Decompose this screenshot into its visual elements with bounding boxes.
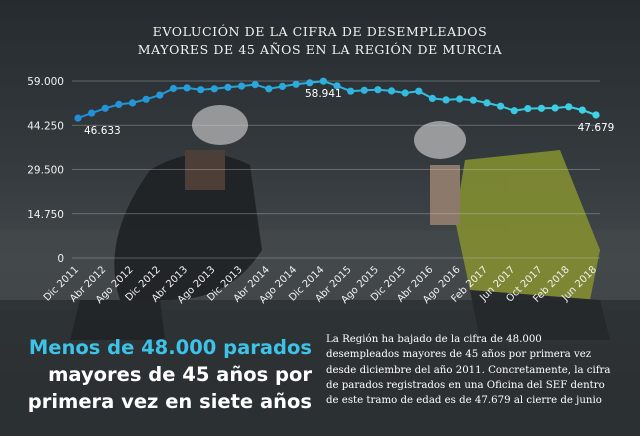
data-point: [278, 82, 287, 90]
data-point: [197, 86, 205, 94]
data-point: [469, 96, 477, 104]
data-point: [524, 105, 532, 113]
body-line: de parados registrados en una Oficina de…: [326, 379, 605, 391]
worker-right-figure: [414, 121, 610, 340]
data-point: [169, 84, 178, 93]
data-point: [387, 87, 396, 95]
data-point: [101, 104, 109, 112]
data-point: [142, 95, 150, 103]
data-point: [592, 111, 600, 119]
y-axis-tick-labels: 0 14.750 29.500 44.250 59.000: [27, 76, 64, 265]
data-point: [360, 86, 368, 94]
data-point: [374, 86, 382, 94]
body-line: desempleados mayores de 45 años por prim…: [326, 349, 592, 361]
data-point: [347, 87, 355, 95]
data-point: [415, 87, 423, 95]
data-point: [210, 85, 218, 93]
data-point: [115, 100, 123, 108]
data-point: [319, 77, 327, 85]
data-point: [128, 99, 137, 107]
data-point: [442, 96, 450, 104]
data-point: [224, 83, 232, 91]
data-point: [306, 79, 314, 87]
data-point: [551, 104, 559, 112]
data-point: [565, 103, 573, 111]
data-point: [496, 102, 505, 110]
headline-line-1: Menos de 48.000 parados: [28, 336, 312, 359]
y-tick-label: 29.500: [27, 165, 64, 177]
data-label: 46.633: [84, 125, 121, 137]
y-tick-label: 0: [57, 253, 64, 265]
data-point: [74, 114, 82, 122]
body-line: La Región ha bajado de la cifra de 48.00…: [326, 334, 542, 345]
data-point: [237, 82, 246, 90]
worker-left-figure: [70, 105, 263, 340]
data-points: [74, 77, 600, 122]
data-point: [156, 91, 164, 99]
chart-title-line-1: EVOLUCIÓN DE LA CIFRA DE DESEMPLEADOS: [152, 24, 488, 39]
data-label: 58.941: [305, 88, 342, 100]
data-point: [292, 80, 300, 88]
data-point: [88, 109, 96, 117]
headline-line-3: primera vez en siete años: [27, 390, 312, 413]
body-paragraph: La Región ha bajado de la cifra de 48.00…: [326, 332, 628, 408]
y-tick-label: 44.250: [27, 120, 64, 132]
body-line: de este tramo de edad es de 47.679 al ci…: [326, 395, 602, 407]
y-tick-label: 59.000: [27, 76, 64, 88]
y-tick-label: 14.750: [27, 209, 64, 221]
chart-title-line-2: MAYORES DE 45 AÑOS EN LA REGIÓN DE MURCI…: [137, 42, 503, 57]
data-point: [251, 81, 259, 89]
data-labels: 46.633 58.941 47.679: [84, 88, 614, 137]
gridlines: [72, 80, 600, 259]
data-label: 47.679: [578, 122, 615, 134]
data-point: [510, 107, 518, 115]
data-point: [401, 89, 409, 97]
data-point: [428, 94, 437, 102]
data-point: [333, 82, 341, 90]
data-point: [578, 106, 586, 114]
headline-line-2: mayores de 45 años por: [48, 363, 312, 386]
data-point: [456, 95, 464, 103]
data-point: [537, 104, 546, 112]
data-point: [265, 85, 273, 93]
data-point: [483, 99, 491, 107]
body-line: desde diciembre del año 2011. Concretame…: [326, 364, 611, 376]
data-point: [183, 84, 191, 92]
